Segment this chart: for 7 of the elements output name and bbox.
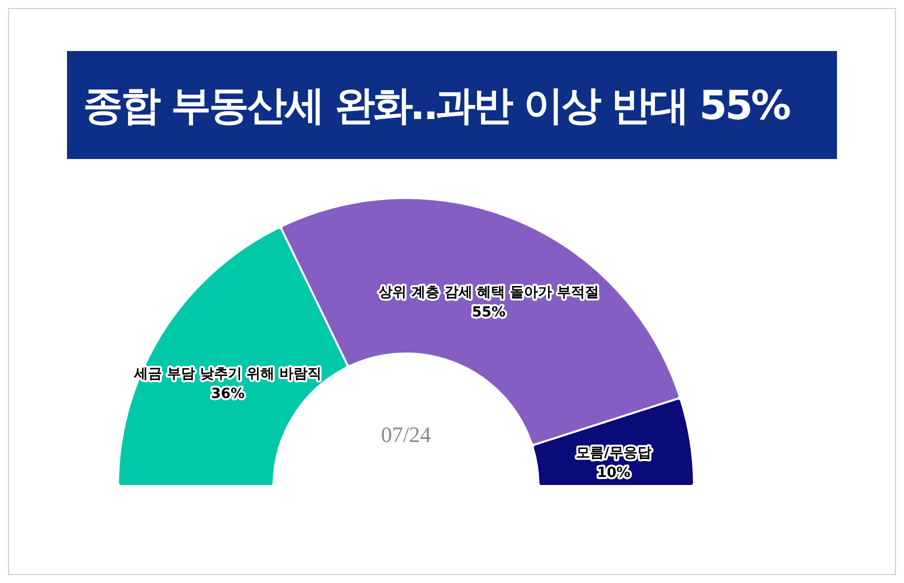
slice-label: 상위 계층 감세 혜택 돌아가 부적절	[378, 284, 599, 300]
data-label: 10%	[596, 465, 630, 482]
chart-title: 종합 부동산세 완화‥과반 이상 반대 55%	[67, 51, 837, 159]
data-label: 36%	[211, 386, 245, 402]
slice-label: 모름/무응답	[576, 445, 652, 462]
data-label: 55%	[472, 304, 506, 320]
text: 07/24	[380, 422, 432, 447]
